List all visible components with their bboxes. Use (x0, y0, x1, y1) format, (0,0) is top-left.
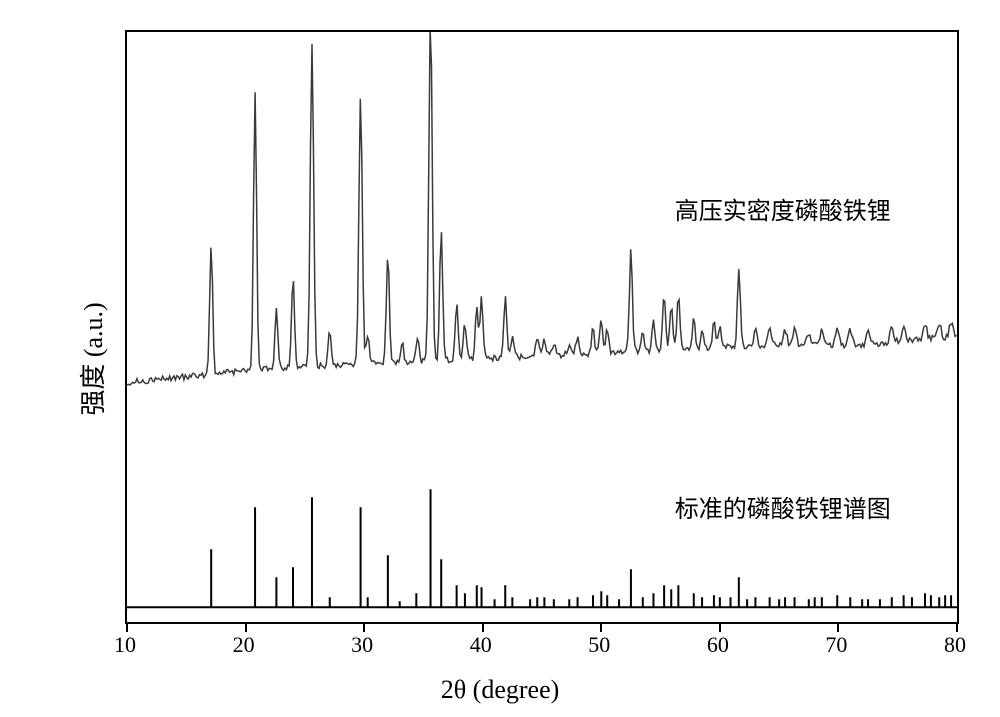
x-tick-label: 50 (588, 632, 610, 658)
annotation-bottom: 标准的磷酸铁锂谱图 (675, 489, 891, 524)
annotation-top: 高压实密度磷酸铁锂 (675, 191, 891, 226)
x-axis-title: 2θ (degree) (441, 675, 560, 705)
x-tick-label: 80 (944, 632, 966, 658)
x-tick-label: 60 (707, 632, 729, 658)
x-tick-label: 30 (351, 632, 373, 658)
x-tick-labels: 1020304050607080 (125, 632, 955, 662)
xrd-svg (127, 32, 957, 622)
x-tick-label: 20 (233, 632, 255, 658)
x-tick-label: 10 (114, 632, 136, 658)
xrd-chart: 强度 (a.u.) 高压实密度磷酸铁锂 标准的磷酸铁锂谱图 10 20 30 40 50… (0, 0, 1000, 717)
x-tick-label: 70 (825, 632, 847, 658)
plot-area: 高压实密度磷酸铁锂 标准的磷酸铁锂谱图 (125, 30, 959, 624)
x-tick-label: 40 (470, 632, 492, 658)
y-axis-title: 强度 (a.u.) (73, 302, 110, 415)
